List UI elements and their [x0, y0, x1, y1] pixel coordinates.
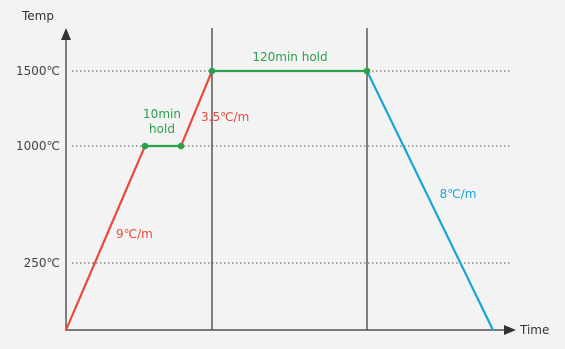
point-layer: [141, 67, 371, 150]
y-tick-label-250: 250℃: [24, 256, 60, 270]
y-axis-arrow-icon: [61, 28, 71, 40]
segment-2-label-line-2: hold: [149, 122, 175, 136]
segment-5: [365, 69, 495, 332]
point-4: [363, 67, 371, 75]
segment-4-label: 120min hold: [252, 50, 327, 64]
y-tick-label-1500: 1500℃: [16, 64, 60, 78]
tick-layer: 250℃ 1000℃ 1500℃: [16, 64, 60, 270]
point-3: [208, 67, 216, 75]
x-axis-title: Time: [519, 323, 549, 337]
segment-5-label: 8℃/m: [440, 187, 477, 201]
series-layer: [64, 69, 495, 332]
y-tick-label-1000: 1000℃: [16, 139, 60, 153]
segment-1-label: 9℃/m: [116, 227, 153, 241]
segment-1: [64, 144, 147, 332]
axis-layer: Temp Time: [21, 9, 549, 337]
segment-2-label-line-1: 10min: [143, 107, 181, 121]
point-1: [141, 142, 149, 150]
y-axis-title: Temp: [21, 9, 54, 23]
segment-3: [179, 69, 214, 148]
x-axis-arrow-icon: [504, 325, 516, 335]
grid-layer: [72, 28, 512, 330]
point-2: [177, 142, 185, 150]
segment-3-label: 3.5℃/m: [201, 110, 249, 124]
